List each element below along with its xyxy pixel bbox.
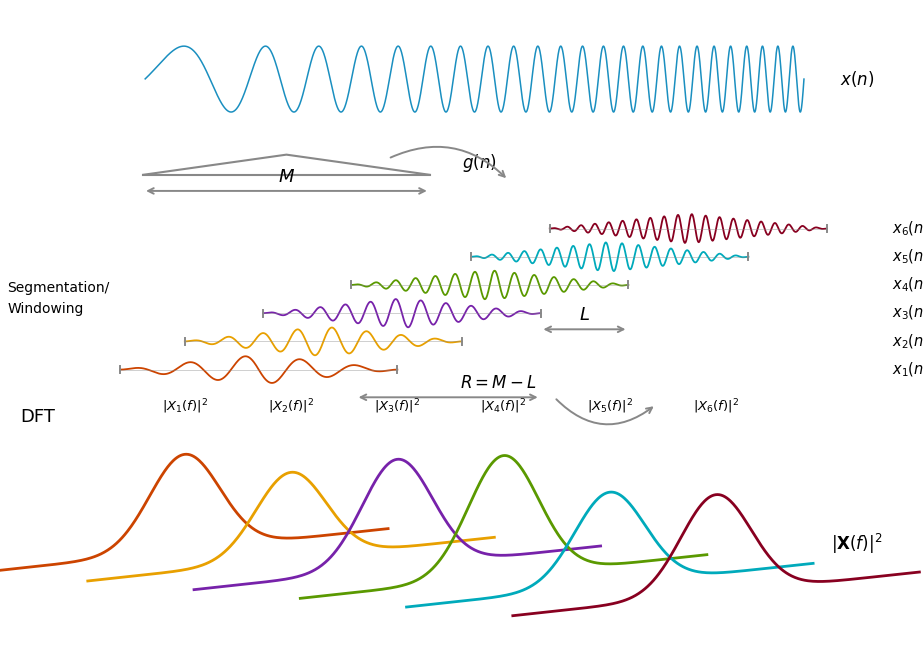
Text: $|\mathbf{X}(f)|^2$: $|\mathbf{X}(f)|^2$ (832, 532, 882, 556)
Text: Segmentation/
Windowing: Segmentation/ Windowing (7, 281, 110, 316)
Text: $x_1(n)$: $x_1(n)$ (892, 360, 924, 379)
Text: $|X_6(f)|^2$: $|X_6(f)|^2$ (693, 397, 739, 416)
Text: $L$: $L$ (579, 306, 590, 324)
Text: $x_4(n)$: $x_4(n)$ (892, 275, 924, 294)
Text: $|X_4(f)|^2$: $|X_4(f)|^2$ (480, 397, 527, 416)
Text: $x_5(n)$: $x_5(n)$ (892, 248, 924, 266)
Text: DFT: DFT (20, 408, 55, 426)
Text: $x(n)$: $x(n)$ (840, 69, 875, 89)
Text: $|X_3(f)|^2$: $|X_3(f)|^2$ (374, 397, 420, 416)
Text: $M$: $M$ (278, 168, 295, 186)
Text: $|X_2(f)|^2$: $|X_2(f)|^2$ (268, 397, 314, 416)
Text: $|X_1(f)|^2$: $|X_1(f)|^2$ (162, 397, 208, 416)
Text: $|X_5(f)|^2$: $|X_5(f)|^2$ (587, 397, 633, 416)
Text: $x_2(n)$: $x_2(n)$ (892, 332, 924, 351)
Text: $x_3(n)$: $x_3(n)$ (892, 304, 924, 322)
Text: $g(n)$: $g(n)$ (462, 152, 497, 174)
Text: $x_6(n)$: $x_6(n)$ (892, 219, 924, 238)
Text: $R = M - L$: $R = M - L$ (460, 374, 538, 393)
